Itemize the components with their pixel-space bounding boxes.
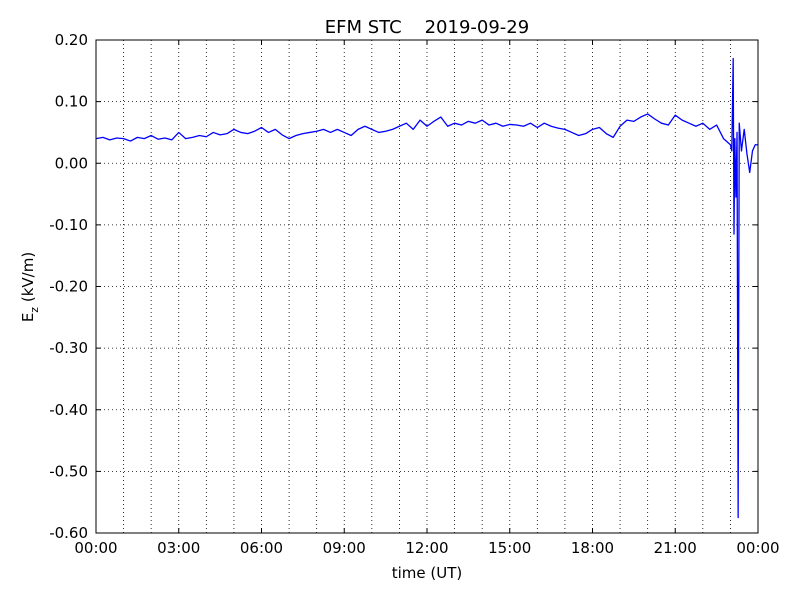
chart-title: EFM STC 2019-09-29 [325,17,529,38]
y-tick-label: -0.30 [49,339,88,357]
y-label-rest: (kV/m) [19,252,37,307]
y-tick-label: 0.00 [55,154,88,172]
y-axis-label: Ez (kV/m) [19,252,41,322]
data-line [95,57,758,519]
y-tick-label: -0.40 [49,401,88,419]
y-tick-label: 0.20 [55,31,88,49]
y-tick-label: 0.10 [55,93,88,111]
x-tick-label: 06:00 [240,539,283,557]
x-tick-label: 12:00 [405,539,448,557]
y-tick-label: -0.50 [49,462,88,480]
x-tick-label: 09:00 [323,539,366,557]
x-axis-label: time (UT) [392,564,463,582]
y-label-base: E [19,313,37,322]
plot-frame [95,39,759,534]
x-tick-label: 21:00 [654,539,697,557]
y-label-sub: z [28,307,41,313]
x-tick-label: 00:00 [74,539,117,557]
y-tick-label: -0.20 [49,278,88,296]
x-tick-label: 03:00 [157,539,200,557]
x-tick-label: 00:00 [736,539,779,557]
x-tick-label: 15:00 [488,539,531,557]
x-tick-label: 18:00 [571,539,614,557]
y-tick-label: -0.10 [49,216,88,234]
y-tick-label: -0.60 [49,524,88,542]
